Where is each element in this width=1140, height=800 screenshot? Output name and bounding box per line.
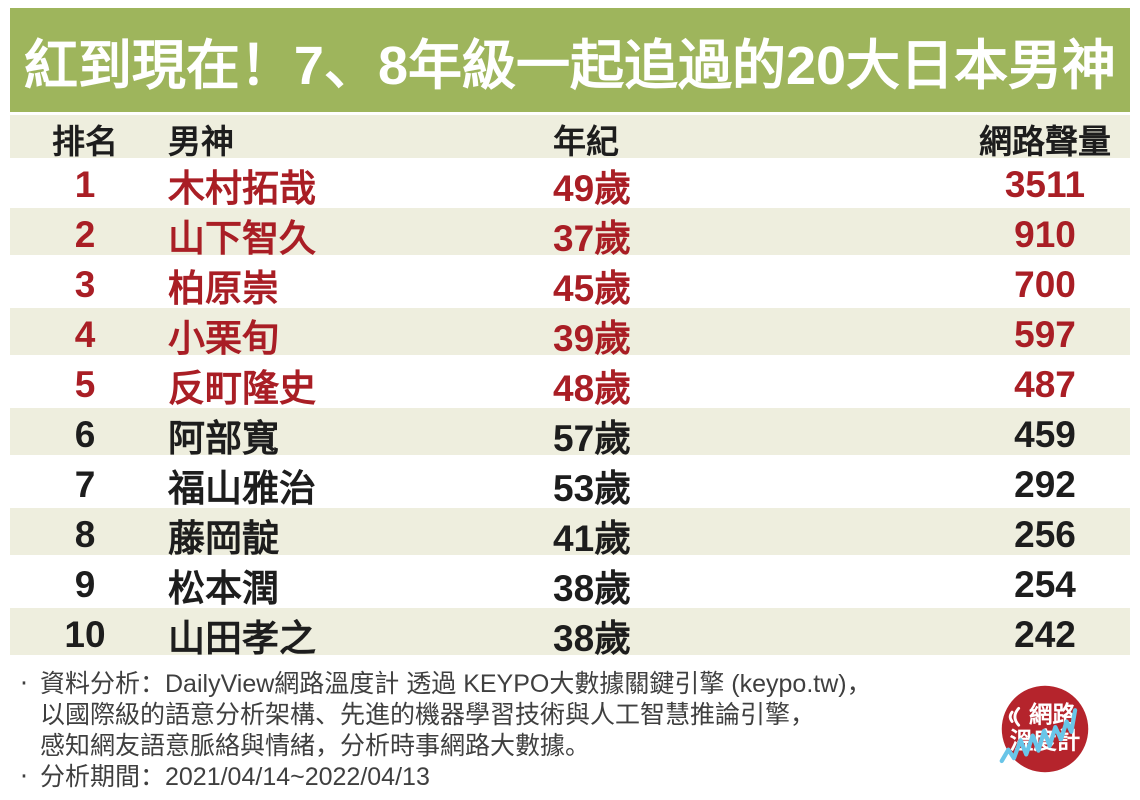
rank-cell: 3 — [74, 264, 96, 305]
rank-cell: 7 — [74, 464, 96, 505]
buzz-cell: 459 — [1014, 414, 1076, 455]
footer-note-line: ‧ 分析期間：2021/04/14~2022/04/13 — [12, 762, 1140, 793]
footer-note-line: 感知網友語意脈絡與情緒，分析時事網路大數據。 — [12, 731, 1140, 762]
footer: ‧ 資料分析：DailyView網路溫度計 透過 KEYPO大數據關鍵引擎 (ke… — [0, 658, 1140, 800]
table-row: 4 小栗旬 39歲 597 — [10, 308, 1130, 359]
buzz-cell: 597 — [1014, 314, 1076, 355]
footer-period-text: 分析期間：2021/04/14~2022/04/13 — [40, 763, 430, 791]
rank-cell: 6 — [74, 414, 96, 455]
name-cell: 小栗旬 — [168, 318, 279, 359]
rank-cell: 2 — [74, 214, 96, 255]
footer-note-line: ‧ 資料分析：DailyView網路溫度計 透過 KEYPO大數據關鍵引擎 (ke… — [12, 669, 1140, 700]
rank-cell: 4 — [74, 314, 96, 355]
rank-cell: 9 — [74, 564, 96, 605]
name-cell: 松本潤 — [168, 568, 279, 609]
table-row: 7 福山雅治 53歲 292 — [10, 458, 1130, 509]
table-row: 2 山下智久 37歲 910 — [10, 208, 1130, 259]
bullet-dot: ‧ — [20, 763, 28, 791]
age-cell: 39歲 — [553, 318, 632, 359]
name-cell: 山下智久 — [168, 218, 316, 259]
buzz-cell: 910 — [1014, 214, 1076, 255]
column-header-name: 男神 — [168, 123, 234, 160]
buzz-cell: 242 — [1014, 614, 1076, 655]
name-cell: 藤岡靛 — [168, 518, 279, 559]
page-title: 紅到現在！7、8年級一起追過的20大日本男神 — [23, 35, 1117, 96]
rank-cell: 8 — [74, 514, 96, 555]
age-cell: 38歲 — [553, 618, 632, 659]
footer-note-text: 感知網友語意脈絡與情緒，分析時事網路大數據。 — [40, 732, 591, 760]
rank-cell: 5 — [74, 364, 96, 405]
trend-line-icon — [999, 708, 1078, 764]
column-header-age: 年紀 — [553, 123, 619, 160]
age-cell: 45歲 — [553, 268, 632, 309]
bullet-dot: ‧ — [20, 670, 28, 698]
footer-note-text: 以國際級的語意分析架構、先進的機器學習技術與人工智慧推論引擎， — [40, 701, 816, 729]
age-cell: 41歲 — [553, 518, 632, 559]
buzz-cell: 256 — [1014, 514, 1076, 555]
name-cell: 反町隆史 — [168, 368, 316, 409]
rank-cell: 1 — [74, 164, 96, 205]
column-header-buzz: 網路聲量 — [979, 123, 1111, 160]
name-cell: 山田孝之 — [168, 618, 316, 659]
name-cell: 木村拓哉 — [168, 168, 316, 209]
buzz-cell: 700 — [1014, 264, 1076, 305]
buzz-cell: 292 — [1014, 464, 1076, 505]
table-body: 1 木村拓哉 49歲 3511 2 山下智久 37歲 910 3 柏原崇 45歲… — [0, 158, 1140, 659]
footer-note-line: 以國際級的語意分析架構、先進的機器學習技術與人工智慧推論引擎， — [12, 700, 1140, 731]
name-cell: 福山雅治 — [168, 468, 316, 509]
age-cell: 57歲 — [553, 418, 632, 459]
table-row: 8 藤岡靛 41歲 256 — [10, 508, 1130, 559]
title-bar: 紅到現在！7、8年級一起追過的20大日本男神 — [10, 8, 1130, 112]
table-row: 1 木村拓哉 49歲 3511 — [10, 158, 1130, 209]
table-header-row: 排名 男神 年紀 網路聲量 — [10, 115, 1130, 160]
dailyview-thermometer-logo: 網路 溫度計 — [999, 685, 1089, 773]
table-row: 3 柏原崇 45歲 700 — [10, 258, 1130, 309]
age-cell: 49歲 — [553, 168, 632, 209]
buzz-cell: 3511 — [1004, 164, 1086, 205]
infographic-card: 紅到現在！7、8年級一起追過的20大日本男神 排名 男神 年紀 網路聲量 1 木… — [0, 8, 1140, 800]
age-cell: 37歲 — [553, 218, 632, 259]
footer-note-text: 資料分析：DailyView網路溫度計 透過 KEYPO大數據關鍵引擎 (key… — [40, 670, 872, 698]
buzz-cell: 487 — [1014, 364, 1076, 405]
table-row: 10 山田孝之 38歲 242 — [10, 608, 1130, 659]
age-cell: 53歲 — [553, 468, 632, 509]
table-row: 6 阿部寬 57歲 459 — [10, 408, 1130, 459]
column-header-rank: 排名 — [52, 123, 118, 160]
name-cell: 阿部寬 — [168, 418, 279, 459]
age-cell: 48歲 — [553, 368, 632, 409]
buzz-cell: 254 — [1014, 564, 1076, 605]
table-row: 5 反町隆史 48歲 487 — [10, 358, 1130, 409]
rank-cell: 10 — [64, 614, 106, 655]
name-cell: 柏原崇 — [168, 268, 279, 309]
table-row: 9 松本潤 38歲 254 — [10, 558, 1130, 609]
signal-wave-icon — [1008, 710, 1014, 723]
signal-wave-icon — [1013, 706, 1021, 727]
age-cell: 38歲 — [553, 568, 632, 609]
